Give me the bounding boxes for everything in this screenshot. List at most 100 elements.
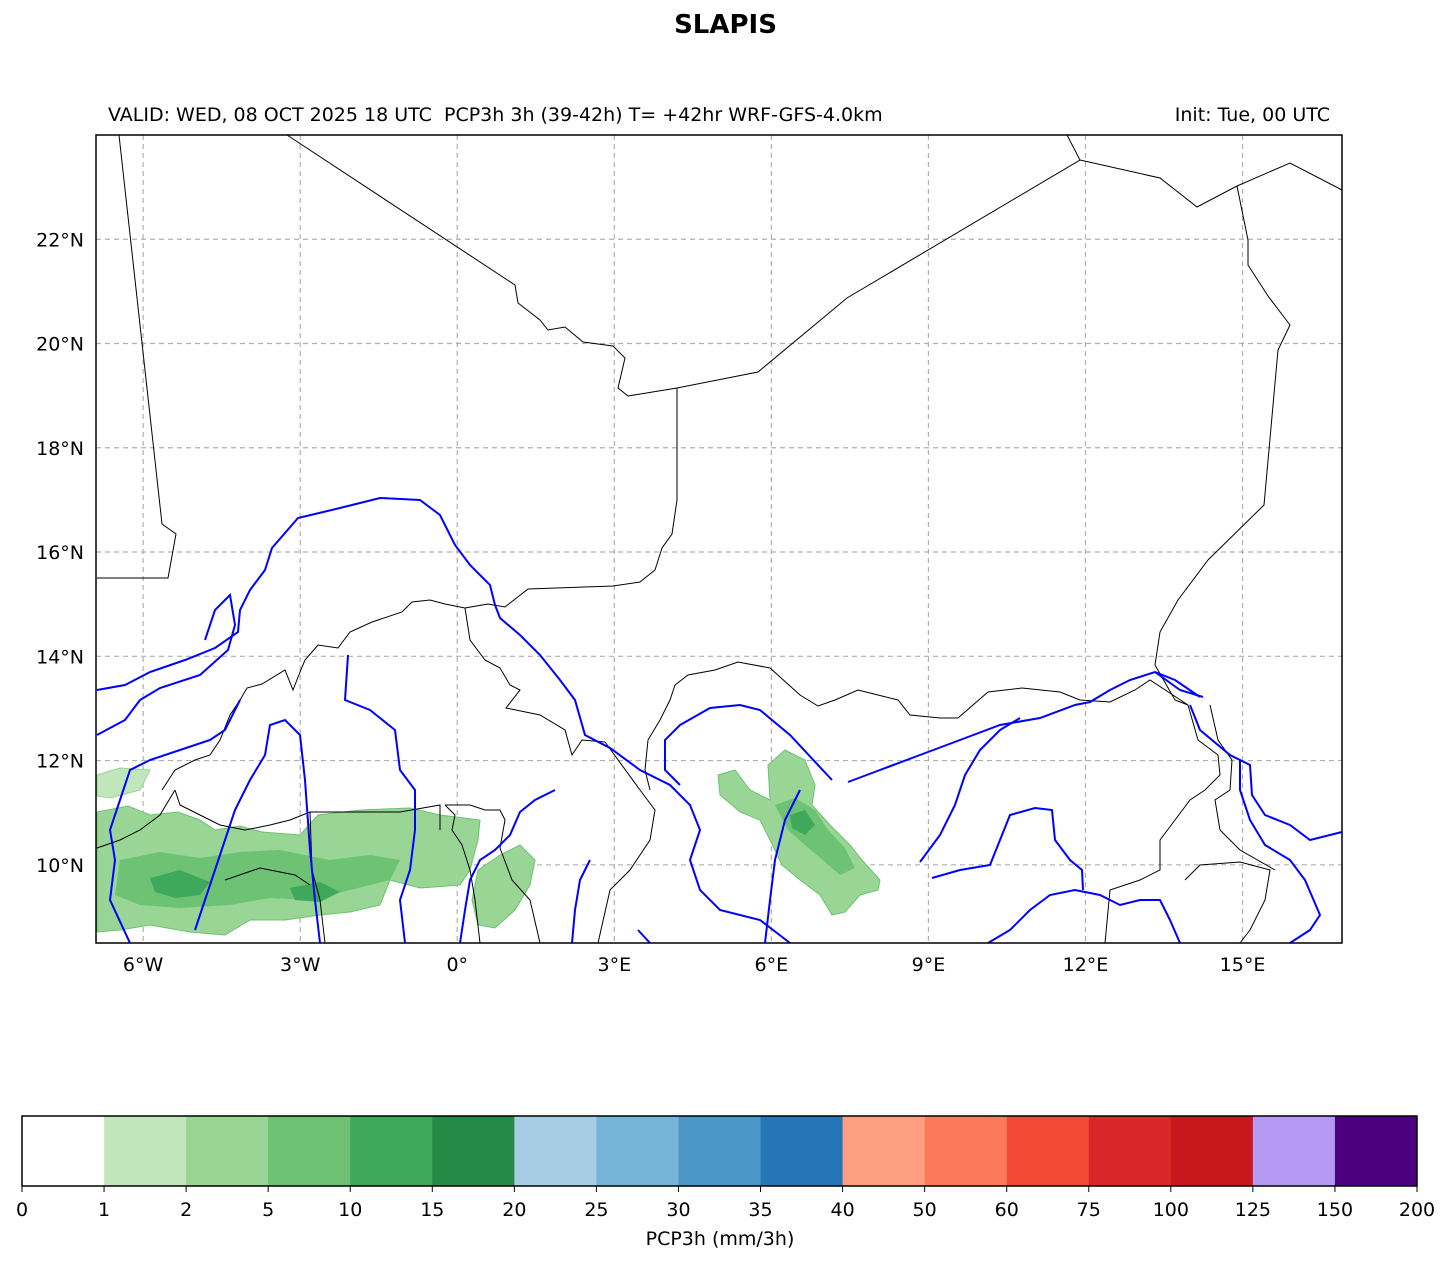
colorbar-segment (22, 1116, 105, 1186)
border-niger-chad (1154, 185, 1291, 706)
border-cameroon-chad (1209, 704, 1276, 871)
river-mono (571, 859, 591, 944)
colorbar-segment (1334, 1116, 1418, 1186)
colorbar-tick-label: 0 (16, 1199, 28, 1221)
river-volta-a (194, 718, 321, 944)
lon-tick-label: 15°E (1220, 954, 1266, 976)
colorbar-tick-label: 100 (1153, 1199, 1189, 1221)
border-car (1184, 861, 1271, 944)
colorbar-tick-label: 75 (1077, 1199, 1101, 1221)
colorbar-tick-label: 200 (1399, 1199, 1435, 1221)
lon-tick-label: 6°W (123, 954, 164, 976)
colorbar-tick-label: 40 (830, 1199, 854, 1221)
colorbar-segment (1252, 1116, 1336, 1186)
river-niger-delta-branch (96, 592, 237, 736)
colorbar-segment (1170, 1116, 1254, 1186)
colorbar-segment (432, 1116, 515, 1186)
valid-time-text: VALID: WED, 08 OCT 2025 18 UTC (108, 104, 432, 126)
colorbar-segment (760, 1116, 844, 1186)
border-mali-algeria (286, 134, 1081, 397)
colorbar-segment (842, 1116, 926, 1186)
colorbar-frame (21, 1115, 1418, 1187)
border-burkina-ghana (310, 804, 441, 830)
border-benin-togo (445, 804, 541, 944)
river-benue-south (987, 888, 1181, 944)
colorbar-tick-label: 125 (1235, 1199, 1271, 1221)
border-togo-ghana (444, 804, 481, 944)
river-white-volta (343, 654, 416, 944)
river-gongola (931, 806, 1084, 891)
river-logone (1239, 760, 1322, 944)
lon-tick-label: 9°E (912, 954, 946, 976)
country-borders (96, 134, 1343, 944)
init-time-text: Init: Tue, 00 UTC (1174, 104, 1330, 126)
colorbar-tick-label: 10 (338, 1199, 362, 1221)
lat-tick-label: 20°N (36, 334, 84, 356)
precip-patch-west-core (150, 870, 210, 898)
map-frame (95, 134, 1343, 944)
lon-tick-label: 3°W (280, 954, 321, 976)
colorbar-segment (268, 1116, 351, 1186)
colorbar: 0 1 2 5 10 15 20 25 30 35 40 50 60 75 100 125 150 200 (16, 1115, 1435, 1221)
border-ghana-inner (224, 867, 311, 886)
lat-tick-label: 18°N (36, 438, 84, 460)
lat-tick-label: 22°N (36, 229, 84, 251)
colorbar-tick-label: 60 (995, 1199, 1019, 1221)
river-hadejia (919, 717, 1021, 863)
border-mali-burkina (161, 599, 466, 791)
colorbar-tick-label: 15 (420, 1199, 444, 1221)
colorbar-tick-label: 20 (502, 1199, 526, 1221)
colorbar-tick-label: 30 (666, 1199, 690, 1221)
colorbar-segment (186, 1116, 269, 1186)
river-niger-main (96, 496, 791, 944)
river-kaduna (664, 703, 833, 786)
colorbar-segment (514, 1116, 597, 1186)
lon-tick-label: 3°E (597, 954, 631, 976)
latitude-labels: 10°N 12°N 14°N 16°N 18°N 20°N 22°N (36, 229, 84, 877)
precip-patch-nigeria-core (790, 810, 815, 835)
border-cote-burkina (174, 789, 311, 831)
river-oti (459, 789, 556, 944)
colorbar-tick-label: 5 (262, 1199, 274, 1221)
lon-tick-label: 6°E (755, 954, 789, 976)
lat-tick-label: 14°N (36, 646, 84, 668)
lat-tick-label: 10°N (36, 855, 84, 877)
forecast-header-left: VALID: WED, 08 OCT 2025 18 UTC PCP3h 3h … (108, 104, 883, 126)
precip-patch-togo (471, 844, 536, 929)
lon-tick-label: 0° (446, 954, 468, 976)
river-chari (1189, 704, 1343, 842)
colorbar-tick-label: 50 (913, 1199, 937, 1221)
lat-tick-label: 12°N (36, 751, 84, 773)
colorbar-segment (596, 1116, 679, 1186)
river-lake-chad-inlet (1154, 671, 1204, 698)
figure-title: SLAPIS (674, 10, 777, 40)
border-niger-libya-chad (1079, 159, 1343, 208)
colorbar-tick-label: 35 (748, 1199, 772, 1221)
colorbar-tick-label: 25 (584, 1199, 608, 1221)
precipitation-field (96, 749, 881, 936)
river-black-volta (108, 699, 241, 944)
river-cross (637, 929, 651, 944)
river-sokoto (764, 789, 801, 944)
border-niger-nigeria (674, 661, 1189, 719)
colorbar-label: PCP3h (mm/3h) (646, 1228, 795, 1250)
border-mauritania-mali (97, 134, 177, 579)
rivers (96, 496, 1343, 944)
border-niger-burkina (464, 607, 606, 757)
colorbar-segment (350, 1116, 433, 1186)
longitude-labels: 6°W 3°W 0° 3°E 6°E 9°E 12°E 15°E (123, 954, 1265, 976)
colorbar-segment (678, 1116, 762, 1186)
colorbar-segment (104, 1116, 187, 1186)
colorbar-tick-label: 2 (180, 1199, 192, 1221)
colorbar-tick-label: 1 (98, 1199, 110, 1221)
lon-tick-label: 12°E (1063, 954, 1109, 976)
gridlines (96, 135, 1342, 943)
product-text: PCP3h 3h (39-42h) T= +42hr WRF-GFS-4.0km (444, 104, 883, 126)
border-mali-niger (464, 388, 678, 609)
colorbar-segment (1006, 1116, 1090, 1186)
colorbar-segment (1088, 1116, 1172, 1186)
border-nigeria-benin (597, 741, 656, 944)
lat-tick-label: 16°N (36, 542, 84, 564)
colorbar-tick-label: 150 (1317, 1199, 1353, 1221)
